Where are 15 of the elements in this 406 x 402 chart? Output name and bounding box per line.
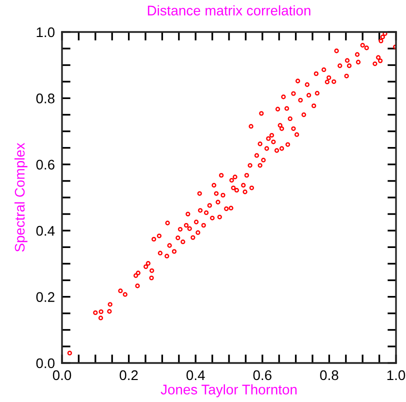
x-tick-label: 0.0 <box>52 370 72 380</box>
y-axis-title: Spectral Complex <box>14 142 28 252</box>
x-tick-label: 0.8 <box>320 370 338 380</box>
x-tick-label: 0.4 <box>186 370 205 380</box>
y-tick-label: 0.0 <box>36 358 55 368</box>
x-tick-label: 0.2 <box>120 370 138 380</box>
chart-title: Distance matrix correlation <box>148 5 310 16</box>
y-tick-label: 0.6 <box>36 160 54 170</box>
x-axis-title: Jones Taylor Thornton <box>160 384 297 398</box>
x-tick-label: 0.6 <box>253 370 272 380</box>
y-tick-label: 0.4 <box>36 226 55 236</box>
x-tick-label: 1.0 <box>387 370 406 380</box>
y-tick-label: 0.8 <box>36 94 54 104</box>
y-tick-label: 0.2 <box>36 292 54 302</box>
y-tick-label: 1.0 <box>36 27 55 38</box>
